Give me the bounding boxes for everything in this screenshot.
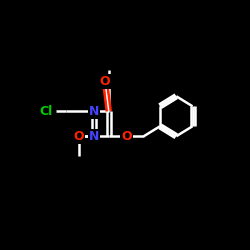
Text: O: O <box>121 130 132 143</box>
Text: Cl: Cl <box>40 105 53 118</box>
Text: O: O <box>74 130 84 143</box>
Text: O: O <box>100 75 110 88</box>
Text: N: N <box>88 130 99 143</box>
Text: N: N <box>88 105 99 118</box>
